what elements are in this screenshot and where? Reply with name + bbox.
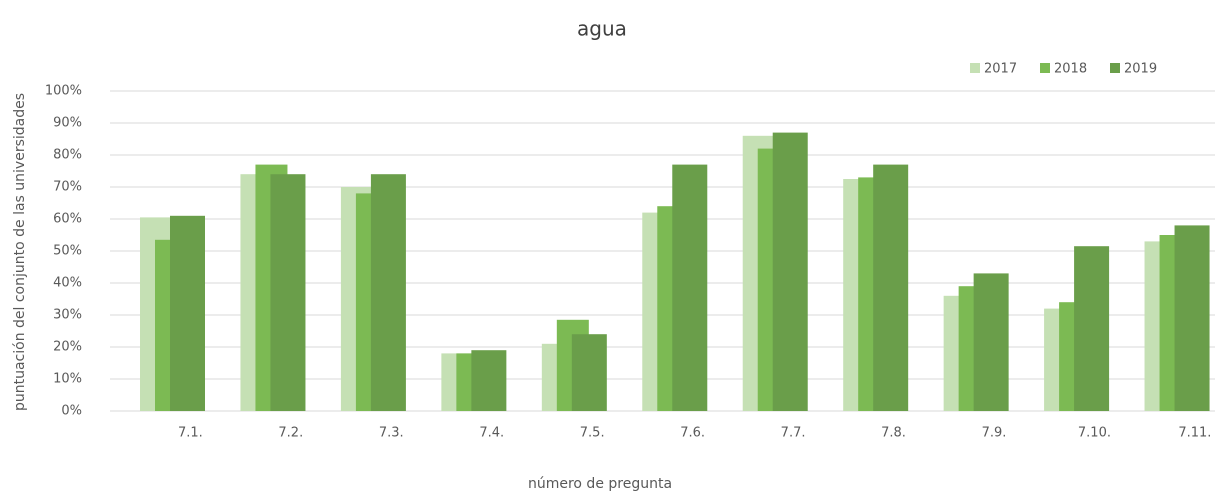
- x-tick-label: 7.2.: [278, 426, 303, 441]
- bar: [772, 132, 808, 411]
- legend-swatch: [970, 63, 980, 73]
- bar: [973, 273, 1009, 411]
- bar: [471, 350, 507, 411]
- y-tick-label: 100%: [45, 84, 82, 99]
- y-tick-label: 60%: [53, 212, 82, 227]
- x-tick-label: 7.9.: [982, 426, 1007, 441]
- bar: [1174, 225, 1210, 411]
- x-tick-label: 7.11.: [1178, 426, 1211, 441]
- legend-label: 2018: [1054, 62, 1087, 77]
- x-tick-label: 7.7.: [781, 426, 806, 441]
- legend-label: 2019: [1124, 62, 1157, 77]
- y-tick-label: 10%: [53, 372, 82, 387]
- y-tick-label: 70%: [53, 180, 82, 195]
- x-axis-title: número de pregunta: [528, 476, 672, 492]
- legend-swatch: [1110, 63, 1120, 73]
- legend-swatch: [1040, 63, 1050, 73]
- x-tick-label: 7.10.: [1078, 426, 1111, 441]
- x-tick-label: 7.1.: [178, 426, 203, 441]
- y-axis-title: puntuación del conjunto de las universid…: [12, 93, 28, 411]
- bar: [873, 164, 909, 411]
- y-tick-label: 40%: [53, 276, 82, 291]
- y-tick-label: 90%: [53, 116, 82, 131]
- legend-label: 2017: [984, 62, 1017, 77]
- bar: [672, 164, 708, 411]
- x-tick-label: 7.8.: [881, 426, 906, 441]
- bar: [571, 334, 607, 411]
- bar: [170, 215, 205, 411]
- y-tick-label: 20%: [53, 340, 82, 355]
- bar: [1074, 246, 1110, 411]
- x-tick-label: 7.3.: [379, 426, 404, 441]
- x-tick-label: 7.5.: [580, 426, 605, 441]
- y-tick-label: 80%: [53, 148, 82, 163]
- x-tick-label: 7.6.: [680, 426, 705, 441]
- y-tick-label: 30%: [53, 308, 82, 323]
- x-tick-label: 7.4.: [479, 426, 504, 441]
- y-tick-label: 0%: [61, 404, 82, 419]
- bar: [270, 174, 306, 411]
- bar: [370, 174, 406, 411]
- chart-title: agua: [577, 17, 627, 41]
- y-tick-label: 50%: [53, 244, 82, 259]
